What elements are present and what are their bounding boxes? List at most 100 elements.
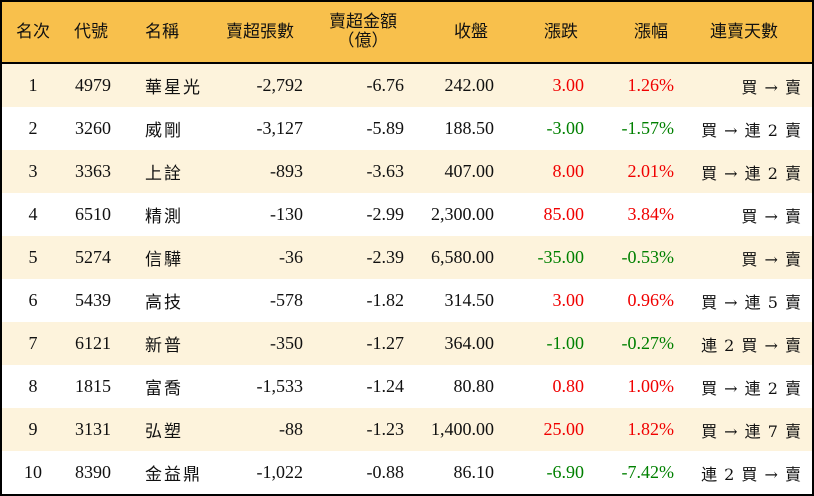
change-pct-cell: 3.84%: [627, 204, 675, 224]
net-sell-amount-cell: -6.76: [366, 75, 405, 95]
change-pct-cell: -0.27%: [621, 333, 675, 353]
net-sell-lots-cell: -1,022: [256, 462, 304, 482]
change-pct-cell: 1.26%: [627, 75, 675, 95]
col-header-sell-streak: 連賣天數: [710, 21, 778, 42]
stock-name-cell: 高技: [145, 293, 183, 313]
stock-name-cell: 弘塑: [145, 422, 183, 442]
change-cell: 25.00: [543, 419, 585, 439]
change-cell: 8.00: [552, 161, 585, 181]
stock-name-cell: 威剛: [145, 121, 183, 141]
close-price-cell: 80.80: [453, 376, 495, 396]
sell-streak-cell: 買 → 連 2 賣: [701, 378, 802, 398]
close-price-cell: 6,580.00: [431, 247, 494, 267]
net-sell-amount-cell: -1.24: [366, 376, 405, 396]
close-price-cell: 407.00: [444, 161, 495, 181]
table-row: 10 8390 金益鼎 -1,022 -0.88 86.10 -6.90 -7.42% 連 2 …: [2, 451, 812, 494]
table-row: 8 1815 富喬 -1,533 -1.24 80.80 0.80 1.00% 買 → 連 2 …: [2, 365, 812, 408]
rank-cell: 4: [28, 204, 38, 224]
stock-code-cell: 1815: [75, 376, 111, 396]
sell-streak-cell: 買 → 賣: [741, 77, 802, 97]
sell-streak-cell: 連 2 買 → 賣: [701, 464, 802, 484]
table-header: 名次 代號 名稱 賣超張數 賣超金額 （億） 收盤 漲跌 漲幅 連賣天數: [2, 2, 812, 64]
col-header-rank: 名次: [16, 21, 50, 42]
table-row: 5 5274 信驊 -36 -2.39 6,580.00 -35.00 -0.53% 買 → 賣: [2, 236, 812, 279]
stock-name-cell: 上詮: [145, 164, 183, 184]
stock-code-cell: 8390: [75, 462, 111, 482]
rank-cell: 2: [28, 118, 38, 138]
change-cell: -3.00: [546, 118, 585, 138]
close-price-cell: 86.10: [453, 462, 495, 482]
col-header-net-sell-amount-line2: （億）: [337, 31, 389, 51]
change-cell: -35.00: [537, 247, 585, 267]
sell-streak-cell: 買 → 賣: [741, 249, 802, 269]
col-header-net-sell-amount-line1: 賣超金額: [329, 12, 397, 33]
col-header-change-pct: 漲幅: [634, 21, 668, 42]
close-price-cell: 188.50: [444, 118, 495, 138]
close-price-cell: 314.50: [444, 290, 495, 310]
rank-cell: 6: [28, 290, 38, 310]
net-sell-amount-cell: -2.99: [366, 204, 405, 224]
sell-streak-cell: 連 2 買 → 賣: [701, 335, 802, 355]
sell-streak-cell: 買 → 連 5 賣: [701, 292, 802, 312]
rank-cell: 7: [28, 333, 38, 353]
col-header-change: 漲跌: [544, 21, 578, 42]
change-pct-cell: -0.53%: [621, 247, 675, 267]
net-sell-lots-cell: -1,533: [256, 376, 304, 396]
net-sell-lots-cell: -893: [270, 161, 303, 181]
table-row: 1 4979 華星光 -2,792 -6.76 242.00 3.00 1.26% 買 → 賣: [2, 64, 812, 107]
rank-cell: 1: [28, 75, 38, 95]
stock-code-cell: 5274: [75, 247, 111, 267]
change-pct-cell: -1.57%: [621, 118, 675, 138]
stock-name-cell: 信驊: [145, 250, 183, 270]
change-cell: 3.00: [552, 290, 585, 310]
sell-streak-cell: 買 → 連 2 賣: [701, 163, 802, 183]
stock-code-cell: 6510: [75, 204, 111, 224]
net-sell-amount-cell: -2.39: [366, 247, 405, 267]
net-sell-amount-cell: -0.88: [366, 462, 405, 482]
col-header-net-sell-amount: 賣超金額 （億）: [322, 2, 404, 62]
close-price-cell: 242.00: [444, 75, 495, 95]
stock-code-cell: 5439: [75, 290, 111, 310]
stock-name-cell: 新普: [145, 336, 183, 356]
change-cell: 3.00: [552, 75, 585, 95]
net-sell-lots-cell: -578: [270, 290, 303, 310]
col-header-close: 收盤: [454, 21, 488, 42]
sell-streak-cell: 買 → 連 7 賣: [701, 421, 802, 441]
sell-streak-cell: 買 → 連 2 賣: [701, 120, 802, 140]
table-row: 9 3131 弘塑 -88 -1.23 1,400.00 25.00 1.82% 買 → 連 7…: [2, 408, 812, 451]
net-sell-lots-cell: -88: [279, 419, 303, 439]
stock-code-cell: 3260: [75, 118, 111, 138]
net-sell-lots-cell: -2,792: [256, 75, 304, 95]
change-cell: -6.90: [546, 462, 585, 482]
table-row: 2 3260 威剛 -3,127 -5.89 188.50 -3.00 -1.57% 買 → 連…: [2, 107, 812, 150]
close-price-cell: 2,300.00: [431, 204, 494, 224]
stock-code-cell: 4979: [75, 75, 111, 95]
change-cell: 0.80: [552, 376, 585, 396]
stock-name-cell: 精測: [145, 207, 183, 227]
close-price-cell: 364.00: [444, 333, 495, 353]
rank-cell: 5: [28, 247, 38, 267]
sell-streak-cell: 買 → 賣: [741, 206, 802, 226]
net-sell-amount-cell: -1.82: [366, 290, 405, 310]
net-sell-amount-cell: -1.23: [366, 419, 405, 439]
rank-cell: 3: [28, 161, 38, 181]
change-pct-cell: 1.00%: [627, 376, 675, 396]
stock-code-cell: 6121: [75, 333, 111, 353]
net-sell-lots-cell: -3,127: [256, 118, 304, 138]
net-sell-amount-cell: -5.89: [366, 118, 405, 138]
stock-name-cell: 華星光: [145, 78, 202, 98]
change-pct-cell: -7.42%: [621, 462, 675, 482]
rank-cell: 8: [28, 376, 38, 396]
net-sell-lots-cell: -350: [270, 333, 303, 353]
table-row: 4 6510 精測 -130 -2.99 2,300.00 85.00 3.84% 買 → 賣: [2, 193, 812, 236]
table-row: 6 5439 高技 -578 -1.82 314.50 3.00 0.96% 買 → 連 5 賣: [2, 279, 812, 322]
col-header-net-sell-lots: 賣超張數: [226, 21, 294, 42]
stock-code-cell: 3131: [75, 419, 111, 439]
stock-code-cell: 3363: [75, 161, 111, 181]
col-header-name: 名稱: [145, 21, 179, 42]
table-row: 7 6121 新普 -350 -1.27 364.00 -1.00 -0.27% 連 2 買 →…: [2, 322, 812, 365]
net-sell-lots-cell: -36: [279, 247, 303, 267]
change-pct-cell: 2.01%: [627, 161, 675, 181]
stock-name-cell: 富喬: [145, 379, 183, 399]
